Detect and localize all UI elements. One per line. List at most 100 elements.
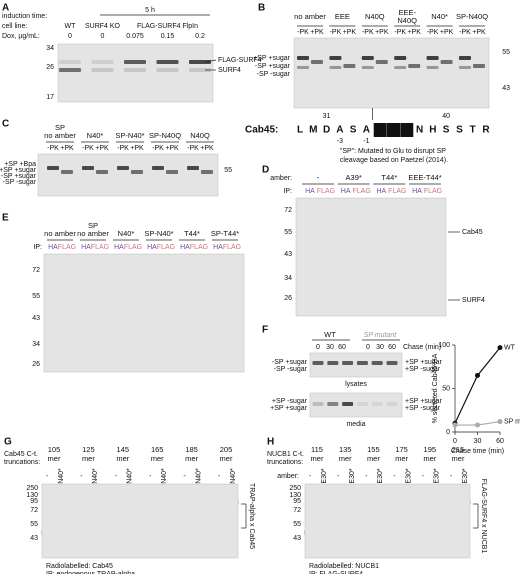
label: 31 — [323, 113, 331, 120]
band — [59, 60, 81, 64]
label: +SP -sugar — [405, 405, 441, 412]
label: N40* — [87, 131, 104, 140]
mw-marker: 250 — [289, 485, 301, 492]
highlight — [387, 123, 400, 137]
band — [187, 166, 199, 170]
gel — [304, 483, 471, 559]
band — [156, 60, 179, 64]
y-axis-label: % secreted Cab45-HA — [432, 353, 439, 423]
label: mer — [367, 454, 380, 463]
label: FLAG — [190, 244, 208, 251]
mw-marker: 43 — [32, 315, 40, 322]
gel — [309, 352, 403, 378]
y-tick-label: 0 — [446, 429, 450, 436]
label: SP-N40* — [144, 229, 173, 238]
mw-marker: 55 — [30, 521, 38, 528]
band — [91, 60, 114, 64]
label: +PK — [343, 29, 357, 36]
label: 30 — [376, 344, 384, 351]
label: truncations: — [4, 459, 40, 466]
band — [124, 60, 146, 64]
band — [440, 60, 453, 64]
band — [426, 66, 439, 69]
label: 105 — [48, 445, 61, 454]
label: -PK — [427, 29, 439, 36]
label: - — [183, 473, 186, 480]
label: HA — [341, 188, 351, 195]
mw-marker: 26 — [284, 295, 292, 302]
band — [152, 166, 164, 170]
label: EEE-T44* — [408, 173, 441, 182]
label: 0.15 — [161, 33, 175, 40]
label: IP: FLAG-SURF4 — [309, 571, 363, 574]
label: 135 — [339, 445, 352, 454]
mw-marker: 72 — [293, 507, 301, 514]
label: mer — [116, 454, 129, 463]
x-tick-label: 30 — [474, 438, 482, 445]
label: N40* — [127, 468, 134, 484]
label: mer — [339, 454, 352, 463]
band — [124, 68, 146, 72]
label: 205 — [220, 445, 233, 454]
band — [96, 170, 108, 174]
label: HA — [180, 244, 190, 251]
band — [394, 66, 407, 69]
label: mer — [185, 454, 198, 463]
band — [361, 66, 374, 69]
label: FLAG — [223, 244, 241, 251]
band — [327, 361, 339, 365]
rule — [204, 59, 217, 63]
mw-marker: 43 — [284, 251, 292, 258]
band — [47, 166, 59, 170]
residue: N — [416, 125, 423, 136]
label: - — [115, 473, 118, 480]
residue: S — [350, 125, 357, 136]
label: - — [317, 173, 320, 182]
band — [59, 68, 81, 72]
label: N40Q — [190, 131, 210, 140]
band — [342, 361, 354, 365]
label: E30* — [434, 468, 441, 483]
mw-marker: 72 — [284, 207, 292, 214]
mw-marker: 72 — [32, 267, 40, 274]
label: NUCB1 C-t. — [267, 451, 304, 458]
label: HA — [412, 188, 422, 195]
label: 165 — [151, 445, 164, 454]
residue: S — [456, 125, 463, 136]
label: FLAG — [124, 244, 142, 251]
label: no amber — [294, 12, 326, 21]
label: 0 — [316, 344, 320, 351]
mw-marker: 17 — [46, 94, 54, 101]
label: HA — [114, 244, 124, 251]
label: Cab45: — [245, 125, 278, 136]
label: - — [337, 473, 340, 480]
label: FLAG — [58, 244, 76, 251]
label: N40* — [161, 468, 168, 484]
label: +SP +sugar — [0, 167, 37, 174]
mw-marker: 130 — [26, 492, 38, 499]
band — [371, 361, 383, 365]
label: mer — [395, 454, 408, 463]
label: HA — [48, 244, 58, 251]
label: 215 — [452, 445, 465, 454]
label: SP-N40Q — [456, 12, 488, 21]
label: N40* — [92, 468, 99, 484]
label: mer — [151, 454, 164, 463]
label: - — [365, 473, 368, 480]
label: +SP +sugar — [253, 55, 291, 62]
label: TRAP-alpha x Cab45 — [248, 483, 255, 549]
label: mer — [423, 454, 436, 463]
band — [312, 361, 324, 365]
label: -PK — [297, 29, 309, 36]
label: FLAG — [91, 244, 109, 251]
label: SP — [88, 221, 98, 230]
label: mer — [452, 454, 465, 463]
residue: D — [323, 125, 330, 136]
label: HA — [305, 188, 315, 195]
label: N40* — [58, 468, 65, 484]
point — [475, 372, 480, 378]
label: Radiolabelled: NUCB1 — [309, 563, 379, 570]
label: A39* — [346, 173, 362, 182]
label: IP: — [33, 244, 42, 251]
residue: R — [482, 125, 490, 136]
